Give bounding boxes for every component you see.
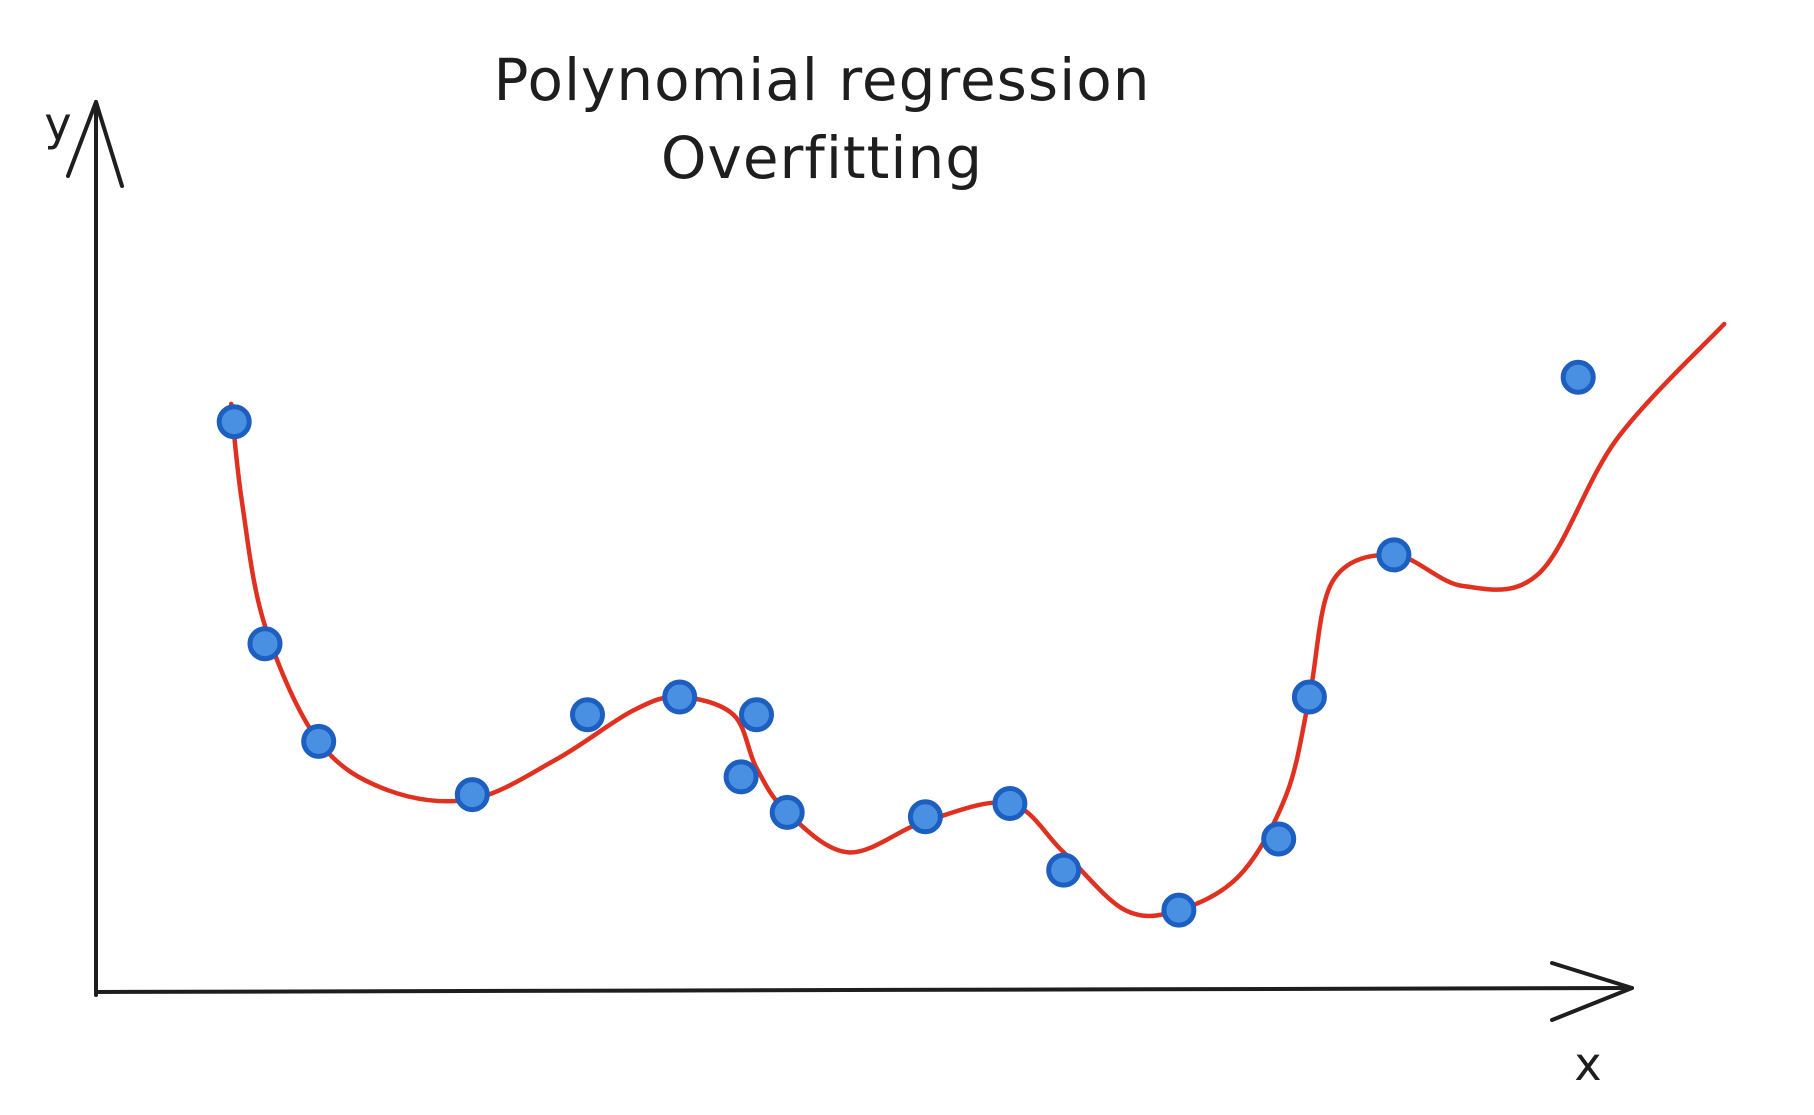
data-point: [216, 404, 252, 440]
data-point: [662, 679, 698, 715]
data-point: [769, 794, 805, 830]
data-point: [1376, 537, 1412, 573]
y-axis-arrow: [66, 100, 124, 188]
y-axis-label: y: [44, 97, 71, 151]
data-point: [301, 723, 337, 759]
data-point: [570, 697, 605, 733]
data-point: [1161, 892, 1197, 928]
x-axis-arrow: [1550, 961, 1634, 1022]
data-point: [1261, 821, 1297, 857]
data-point: [907, 799, 943, 835]
data-point: [1560, 359, 1596, 395]
data-point: [723, 759, 759, 795]
chart-subtitle: Overfitting: [661, 124, 983, 192]
x-axis-line: [94, 986, 1634, 994]
chart-title: Polynomial regression: [494, 46, 1151, 114]
data-point: [992, 786, 1028, 821]
data-point: [1046, 852, 1082, 888]
data-point: [247, 626, 283, 662]
data-point: [1291, 679, 1327, 715]
data-point: [739, 697, 774, 733]
data-points-layer: [216, 359, 1596, 928]
x-axis-label: x: [1574, 1037, 1601, 1091]
data-point: [454, 777, 490, 813]
fit-curve-line: [228, 321, 1727, 919]
